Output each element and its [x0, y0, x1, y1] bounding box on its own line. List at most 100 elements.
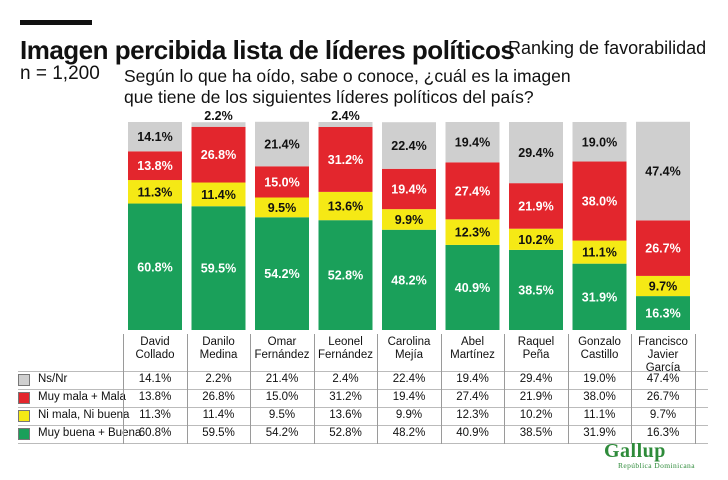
table-cell: 11.4%: [202, 409, 235, 421]
table-cell: 22.4%: [392, 373, 426, 385]
bar-data-label: 9.9%: [395, 213, 424, 227]
leader-name-line: Collado: [135, 349, 175, 361]
table-cell: 59.5%: [202, 427, 235, 439]
bar-segment: [318, 220, 373, 330]
table-cell: 27.4%: [456, 391, 489, 403]
bar-segment: [255, 197, 309, 218]
leader-name: David Collado: [124, 336, 186, 362]
leader-name-line: Abel: [460, 336, 485, 348]
column-separator: [504, 334, 505, 444]
bar-data-label: 21.4%: [264, 138, 299, 152]
bar-segment: [509, 183, 563, 229]
bar-data-label: 11.3%: [138, 185, 173, 199]
legend-label: Ni mala, Ni buena: [38, 409, 130, 421]
bar-segment: [128, 122, 182, 152]
table-row: Muy mala + Mala 13.8% 26.8% 15.0% 31.2% 19.4%…: [18, 390, 698, 406]
bar-data-label: 21.9%: [518, 199, 553, 213]
bar-segment: [509, 249, 563, 330]
bar-data-label: 11.1%: [582, 246, 617, 260]
leader-name-line: Castillo: [580, 349, 619, 361]
column-separator: [694, 334, 696, 444]
leader-name-line: Peña: [522, 349, 550, 361]
leader-name: Carolina Mejía: [378, 336, 440, 362]
bar-data-label: 15.0%: [264, 175, 299, 189]
bar-segment: [445, 122, 500, 163]
bar-data-label: 59.5%: [201, 262, 236, 276]
bar-data-label: 14.1%: [137, 130, 172, 144]
leader-names-row: David Collado Danilo Medina Omar Fernández Leo…: [0, 336, 728, 374]
gallup-logo: Gallup República Dominicana: [604, 441, 714, 470]
table-row-divider: [18, 443, 708, 444]
table-cell: 2.2%: [205, 373, 232, 385]
table-row: Ni mala, Ni buena 11.3% 11.4% 9.5% 13.6% 9.9%…: [18, 408, 698, 424]
bar-segment: [128, 180, 182, 204]
bar-segment: [191, 206, 246, 330]
table-cell: 9.7%: [649, 409, 677, 421]
bar-segment: [445, 162, 500, 220]
bar-segment: [572, 240, 627, 264]
chart-subtitle: Ranking de favorabilidad: [508, 38, 707, 58]
table-cell: 11.1%: [583, 409, 616, 421]
bar-segment: [191, 126, 246, 183]
bar-segment: [572, 263, 627, 330]
table-cell: 10.2%: [519, 409, 553, 421]
table-cell: 15.0%: [265, 391, 299, 403]
bar-segment: [382, 122, 436, 169]
bar-data-label: 27.4%: [455, 184, 490, 198]
table-cell: 26.8%: [202, 391, 235, 403]
bar-data-label: 40.9%: [455, 281, 490, 295]
table-cell: 19.4%: [392, 391, 426, 403]
leader-name-line: Gonzalo: [578, 336, 621, 348]
legend-swatch: [18, 392, 30, 404]
title-rule: [20, 20, 92, 25]
bar-segment: [636, 275, 690, 297]
bar-data-label: 54.2%: [264, 267, 299, 281]
bar-data-label: 52.8%: [328, 269, 363, 283]
leader-name-line: Danilo: [202, 336, 235, 348]
bar-segment: [128, 151, 182, 181]
table-row-divider: [18, 371, 708, 372]
leader-name-line: Raquel: [517, 336, 555, 348]
bar-data-label: 2.4%: [331, 109, 360, 123]
column-separator: [440, 334, 442, 444]
bar-segment: [636, 296, 690, 330]
bar-data-label: 31.9%: [582, 290, 617, 304]
bar-segment: [191, 122, 246, 127]
bar-data-label: 13.6%: [328, 200, 363, 214]
leader-name: Gonzalo Castillo: [569, 336, 631, 362]
leader-name: Leonel Fernández: [315, 336, 377, 362]
bar-data-label: 22.4%: [391, 139, 426, 153]
bar-data-label: 10.2%: [518, 233, 553, 247]
leader-name: Danilo Medina: [188, 336, 250, 362]
bar-segment: [636, 121, 690, 221]
legend-swatch: [18, 410, 30, 422]
table-cell: 13.8%: [138, 391, 172, 403]
table-cell: 12.3%: [456, 409, 489, 421]
leader-name: Omar Fernández: [251, 336, 313, 362]
leader-name-line: Medina: [199, 349, 238, 361]
leader-name-line: Mejía: [394, 349, 424, 361]
bar-data-label: 11.4%: [201, 188, 236, 202]
table-cell: 9.9%: [395, 409, 423, 421]
table-row-divider: [18, 389, 708, 390]
bar-data-label: 9.7%: [649, 280, 678, 294]
column-separator: [631, 334, 632, 444]
table-row: Ns/Nr 14.1% 2.2% 21.4% 2.4% 22.4% 19.4% 29.4% 19…: [18, 372, 698, 388]
table-cell: 38.5%: [519, 427, 553, 439]
bar-segment: [255, 217, 309, 330]
table-cell: 2.4%: [332, 373, 359, 385]
bar-data-label: 19.4%: [391, 182, 426, 196]
bar-data-label: 9.5%: [268, 201, 297, 215]
table-cell: 13.6%: [329, 409, 362, 421]
bar-segment: [382, 168, 436, 210]
bar-segment: [318, 191, 373, 221]
legend-label: Muy mala + Mala: [38, 391, 126, 403]
bar-segment: [255, 166, 309, 198]
leader-name-line: Fernández: [254, 349, 310, 361]
bar-data-label: 38.5%: [518, 283, 553, 297]
bar-data-label: 13.8%: [137, 159, 172, 173]
table-cell: 31.9%: [583, 427, 616, 439]
legend-swatch: [18, 374, 30, 386]
bar-data-label: 31.2%: [328, 153, 363, 167]
